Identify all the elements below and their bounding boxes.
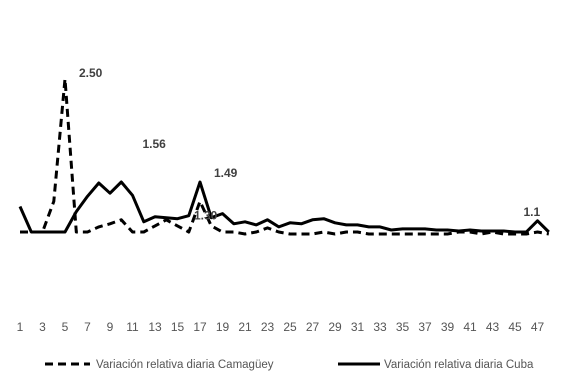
x-tick-label: 7: [84, 320, 91, 334]
x-tick-label: 43: [486, 320, 500, 334]
x-tick-label: 19: [216, 320, 230, 334]
x-tick-labels: 1 3 5 7 9 11 13 15 17 19 21 23 25 27 29 31 33 35 37 39 41 43 4…: [17, 320, 545, 334]
series-line-cuba: [18, 180, 550, 234]
x-tick-label: 27: [306, 320, 320, 334]
x-tick-label: 13: [148, 320, 162, 334]
data-label: 1.1: [524, 205, 541, 219]
x-tick-label: 45: [508, 320, 522, 334]
x-tick-label: 17: [193, 320, 207, 334]
data-label-layer: 2.50 1.56 1.49 1.30 1.1: [79, 66, 541, 222]
x-tick-label: 47: [531, 320, 545, 334]
x-tick-label: 1: [17, 320, 24, 334]
series-layer: [18, 77, 550, 236]
data-label: 1.30: [194, 208, 218, 222]
x-tick-label: 29: [328, 320, 342, 334]
x-tick-label: 23: [261, 320, 275, 334]
x-tick-label: 21: [238, 320, 252, 334]
series-line-camaguey: [20, 77, 550, 236]
x-tick-label: 31: [351, 320, 365, 334]
data-label: 2.50: [79, 66, 103, 80]
x-tick-label: 15: [171, 320, 185, 334]
x-tick-label: 33: [373, 320, 387, 334]
x-tick-label: 37: [418, 320, 432, 334]
x-tick-label: 3: [39, 320, 46, 334]
x-tick-label: 41: [463, 320, 477, 334]
x-tick-label: 11: [126, 320, 139, 334]
x-tick-label: 9: [107, 320, 114, 334]
x-tick-label: 39: [441, 320, 455, 334]
legend: Variación relativa diaria Camagüey Varia…: [45, 359, 534, 371]
data-label: 1.56: [143, 137, 167, 151]
data-label: 1.49: [214, 166, 238, 180]
x-tick-label: 5: [62, 320, 69, 334]
legend-label-camaguey: Variación relativa diaria Camagüey: [96, 359, 274, 371]
x-tick-label: 35: [396, 320, 410, 334]
legend-label-cuba: Variación relativa diaria Cuba: [384, 359, 534, 371]
x-tick-label: 25: [283, 320, 297, 334]
